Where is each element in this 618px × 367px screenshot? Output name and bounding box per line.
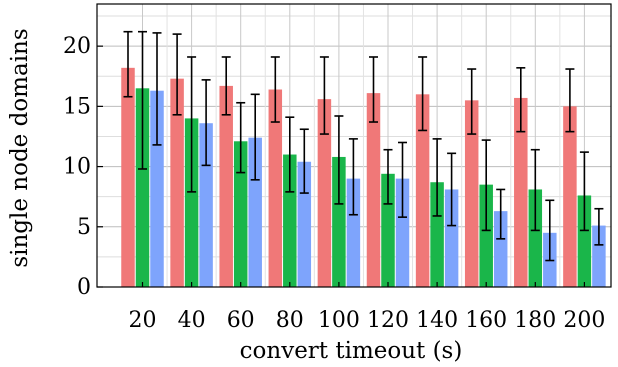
y-ticks: 0 5 10 15 20: [63, 34, 103, 300]
bar: [493, 211, 508, 287]
error-bars: [123, 30, 604, 262]
bar: [219, 85, 233, 287]
bar: [381, 173, 395, 287]
plot-frame: [96, 3, 612, 288]
y-axis-label: single node domains: [7, 28, 33, 267]
bar: [248, 137, 262, 287]
y-tick-label: 10: [63, 155, 91, 180]
bar: [346, 178, 361, 287]
y-tick-label: 5: [77, 215, 91, 240]
bar: [415, 94, 430, 287]
x-tick-label: 200: [563, 308, 605, 333]
x-tick-label: 40: [178, 308, 206, 333]
x-tick-label: 160: [465, 308, 507, 333]
x-tick-label: 80: [276, 308, 304, 333]
bar: [444, 189, 459, 287]
bar: [577, 195, 592, 287]
bar: [514, 97, 528, 287]
x-ticks: 20 40 60 80 100 120 140 160 180 200: [129, 282, 605, 333]
bar: [366, 93, 381, 287]
x-tick-label: 180: [514, 308, 556, 333]
bar: [150, 90, 164, 287]
y-tick-label: 20: [63, 34, 91, 59]
bar: [332, 156, 346, 287]
bar: [464, 100, 479, 287]
bar: [479, 184, 493, 287]
bar: [268, 89, 283, 287]
bar: [317, 99, 332, 287]
bar: [592, 225, 606, 287]
plot-border: [96, 3, 612, 288]
y-tick-label: 15: [63, 94, 91, 119]
bar: [563, 106, 577, 288]
bar: [184, 118, 199, 287]
bar: [121, 67, 135, 287]
bar: [233, 141, 248, 287]
x-tick-label: 120: [367, 308, 409, 333]
bar: [430, 182, 444, 287]
x-axis-label: convert timeout (s): [240, 338, 463, 364]
x-tick-label: 140: [416, 308, 458, 333]
bar: [283, 154, 297, 287]
x-tick-label: 20: [129, 308, 157, 333]
bar: [528, 189, 543, 287]
bar: [170, 78, 184, 288]
bar: [395, 178, 410, 287]
x-tick-label: 100: [318, 308, 360, 333]
bar: [135, 88, 150, 287]
x-tick-label: 60: [227, 308, 255, 333]
bar: [199, 123, 213, 287]
y-tick-label: 0: [77, 275, 91, 300]
